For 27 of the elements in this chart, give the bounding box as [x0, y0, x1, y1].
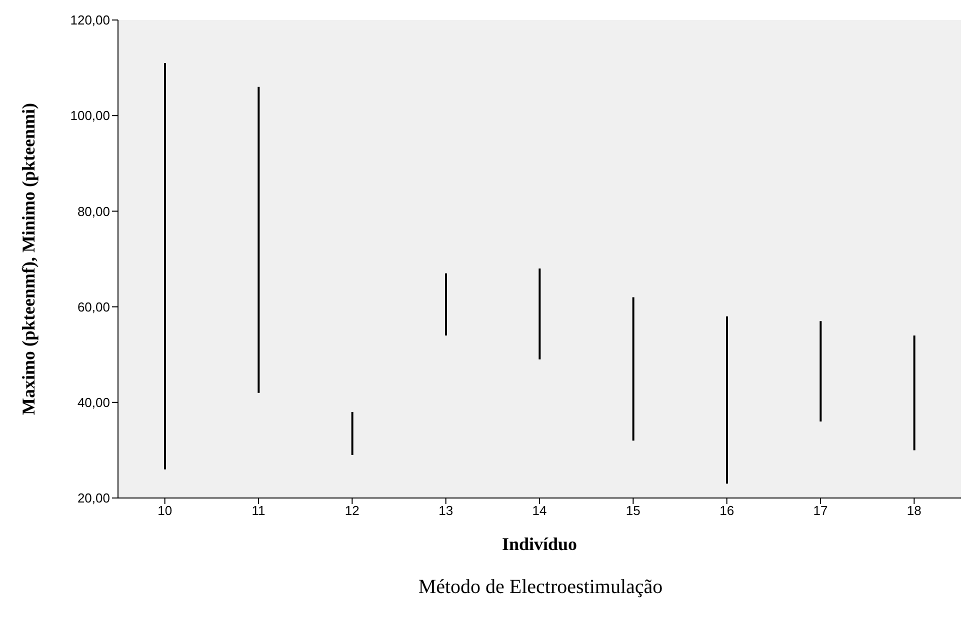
text: Método de Electroestimulação: [417, 576, 664, 599]
y-tick-label: 40,00: [77, 395, 110, 410]
y-tick-label: 20,00: [77, 490, 110, 506]
x-tick-label: 13: [438, 503, 454, 518]
bar: [632, 297, 634, 441]
x-tick-label: 14: [532, 503, 547, 518]
bar: [820, 321, 822, 422]
x-tick-label: 17: [813, 503, 828, 518]
y-tick-label: 120,00: [70, 12, 110, 28]
bar: [913, 335, 916, 450]
bar: [164, 63, 166, 470]
y-tick-label: 100,00: [70, 108, 110, 124]
y-tick-label: 80,00: [77, 204, 110, 219]
x-tick-label: 18: [906, 503, 922, 518]
bar: [445, 273, 447, 336]
bar: [538, 268, 541, 360]
bar: [351, 412, 354, 455]
x-tick-label: 12: [344, 503, 360, 518]
bar: [258, 86, 260, 393]
x-tick-label: 10: [158, 503, 172, 518]
bar: [726, 316, 728, 484]
x-tick-label: 11: [252, 503, 266, 518]
y-axis-title: Maximo (pkteenmf), Minimo (pkteenmi): [18, 103, 38, 415]
x-tick-label: 16: [720, 503, 734, 518]
x-axis-title: Indivíduo: [502, 534, 578, 554]
y-tick-label: 60,00: [77, 299, 110, 314]
x-tick-label: 15: [626, 503, 640, 518]
